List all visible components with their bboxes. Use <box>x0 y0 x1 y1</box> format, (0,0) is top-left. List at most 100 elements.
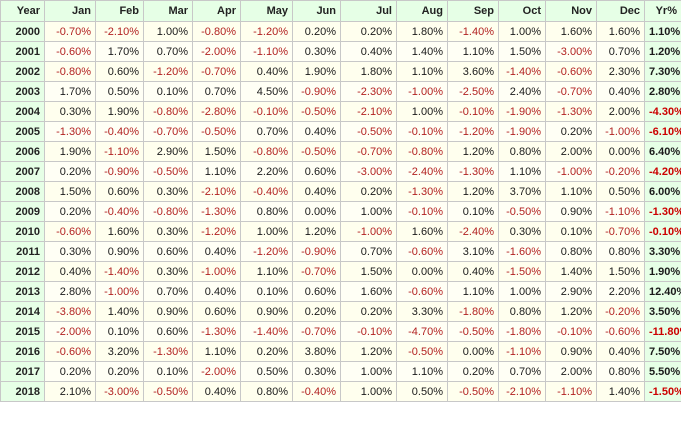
month-return-cell: -0.60% <box>396 281 448 302</box>
month-return-cell: 0.60% <box>292 281 341 302</box>
month-return-cell: -1.20% <box>192 221 241 242</box>
monthly-returns-table: Year Jan Feb Mar Apr May Jun Jul Aug Sep Oct Nov Dec… <box>0 0 681 402</box>
row-year: 2008 <box>0 181 45 202</box>
month-return-cell: -1.30% <box>192 201 241 222</box>
year-total-cell: 7.50% <box>644 341 681 362</box>
column-header-feb: Feb <box>95 0 144 22</box>
month-return-cell: -1.30% <box>192 321 241 342</box>
month-return-cell: -0.90% <box>292 241 341 262</box>
month-return-cell: -0.50% <box>447 381 499 402</box>
month-return-cell: -1.40% <box>498 61 546 82</box>
month-return-cell: -1.00% <box>596 121 645 142</box>
month-return-cell: 1.10% <box>545 181 597 202</box>
month-return-cell: 0.80% <box>498 141 546 162</box>
month-return-cell: 1.40% <box>545 261 597 282</box>
month-return-cell: -1.10% <box>95 141 144 162</box>
table-row: 2003 1.70% 0.50% 0.10% 0.70% 4.50% -0.90% -2.30… <box>0 81 681 102</box>
month-return-cell: 2.90% <box>545 281 597 302</box>
row-year: 2002 <box>0 61 45 82</box>
month-return-cell: 1.70% <box>95 41 144 62</box>
month-return-cell: 0.50% <box>396 381 448 402</box>
month-return-cell: 2.00% <box>596 101 645 122</box>
month-return-cell: 0.20% <box>447 361 499 382</box>
month-return-cell: 1.20% <box>447 181 499 202</box>
month-return-cell: -0.60% <box>396 241 448 262</box>
month-return-cell: -1.00% <box>95 281 144 302</box>
month-return-cell: -1.40% <box>95 261 144 282</box>
month-return-cell: -3.80% <box>44 301 96 322</box>
column-header-nov: Nov <box>545 0 597 22</box>
month-return-cell: 0.20% <box>240 341 293 362</box>
row-year: 2005 <box>0 121 45 142</box>
table-row: 2007 0.20% -0.90% -0.50% 1.10% 2.20% 0.60% -3.0… <box>0 161 681 182</box>
month-return-cell: 4.50% <box>240 81 293 102</box>
month-return-cell: -0.80% <box>192 21 241 42</box>
month-return-cell: 0.10% <box>240 281 293 302</box>
month-return-cell: -1.00% <box>545 161 597 182</box>
year-total-cell: 5.50% <box>644 361 681 382</box>
month-return-cell: 1.10% <box>192 341 241 362</box>
column-header-yr: Yr% <box>644 0 681 22</box>
month-return-cell: -0.60% <box>44 221 96 242</box>
month-return-cell: 0.20% <box>292 21 341 42</box>
month-return-cell: 0.20% <box>340 21 397 42</box>
year-total-cell: -4.20% <box>644 161 681 182</box>
month-return-cell: -0.50% <box>292 141 341 162</box>
month-return-cell: -2.40% <box>396 161 448 182</box>
month-return-cell: 0.60% <box>292 161 341 182</box>
month-return-cell: -1.30% <box>545 101 597 122</box>
month-return-cell: -0.70% <box>340 141 397 162</box>
header-row: Year Jan Feb Mar Apr May Jun Jul Aug Sep Oct Nov Dec… <box>0 0 681 22</box>
month-return-cell: -0.80% <box>240 141 293 162</box>
month-return-cell: 0.00% <box>447 341 499 362</box>
row-year: 2003 <box>0 81 45 102</box>
year-total-cell: 3.30% <box>644 241 681 262</box>
month-return-cell: 1.20% <box>292 221 341 242</box>
month-return-cell: 0.10% <box>143 81 193 102</box>
month-return-cell: 3.30% <box>396 301 448 322</box>
table-row: 2016 -0.60% 3.20% -1.30% 1.10% 0.20% 3.80% 1.20… <box>0 341 681 362</box>
month-return-cell: -1.50% <box>498 261 546 282</box>
month-return-cell: -0.10% <box>545 321 597 342</box>
row-year: 2009 <box>0 201 45 222</box>
month-return-cell: -1.10% <box>498 341 546 362</box>
month-return-cell: 1.60% <box>545 21 597 42</box>
month-return-cell: 0.40% <box>192 241 241 262</box>
month-return-cell: 2.30% <box>596 61 645 82</box>
month-return-cell: -1.40% <box>447 21 499 42</box>
month-return-cell: 1.10% <box>447 41 499 62</box>
month-return-cell: -0.90% <box>95 161 144 182</box>
month-return-cell: 1.20% <box>447 141 499 162</box>
month-return-cell: -0.10% <box>340 321 397 342</box>
table-header: Year Jan Feb Mar Apr May Jun Jul Aug Sep Oct Nov Dec… <box>0 0 681 22</box>
month-return-cell: 3.20% <box>95 341 144 362</box>
row-year: 2017 <box>0 361 45 382</box>
month-return-cell: 1.10% <box>396 61 448 82</box>
column-header-sep: Sep <box>447 0 499 22</box>
month-return-cell: 0.80% <box>240 201 293 222</box>
month-return-cell: -2.10% <box>340 101 397 122</box>
month-return-cell: -2.10% <box>498 381 546 402</box>
month-return-cell: -0.70% <box>545 81 597 102</box>
month-return-cell: -0.50% <box>143 161 193 182</box>
month-return-cell: 1.00% <box>396 101 448 122</box>
table-row: 2014 -3.80% 1.40% 0.90% 0.60% 0.90% 0.20% 0.20%… <box>0 301 681 322</box>
month-return-cell: -0.70% <box>292 321 341 342</box>
month-return-cell: 2.10% <box>44 381 96 402</box>
column-header-jan: Jan <box>44 0 96 22</box>
month-return-cell: -1.00% <box>396 81 448 102</box>
month-return-cell: 0.70% <box>192 81 241 102</box>
month-return-cell: -0.10% <box>447 101 499 122</box>
year-total-cell: 1.10% <box>644 21 681 42</box>
month-return-cell: 0.50% <box>95 81 144 102</box>
year-total-cell: 6.00% <box>644 181 681 202</box>
table-row: 2004 0.30% 1.90% -0.80% -2.80% -0.10% -0.50% -2… <box>0 101 681 122</box>
month-return-cell: 3.80% <box>292 341 341 362</box>
month-return-cell: -0.20% <box>596 301 645 322</box>
month-return-cell: -0.70% <box>596 221 645 242</box>
month-return-cell: -0.40% <box>95 201 144 222</box>
table-row: 2018 2.10% -3.00% -0.50% 0.40% 0.80% -0.40% 1.0… <box>0 381 681 402</box>
month-return-cell: 1.00% <box>143 21 193 42</box>
month-return-cell: 0.30% <box>44 101 96 122</box>
month-return-cell: 0.20% <box>44 201 96 222</box>
